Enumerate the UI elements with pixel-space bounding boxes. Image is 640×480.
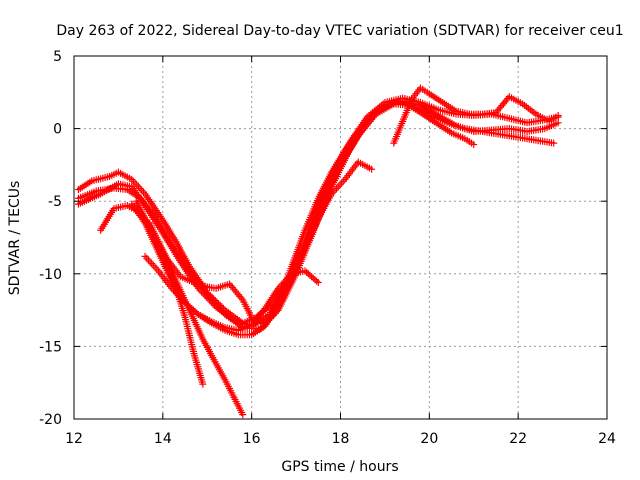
y-axis-label: SDTVAR / TECUs <box>7 181 23 296</box>
x-tick-label: 16 <box>243 431 261 447</box>
data-point <box>202 293 210 301</box>
data-point <box>550 139 558 147</box>
y-tick-label: -20 <box>39 412 62 428</box>
data-points <box>74 84 562 419</box>
x-axis-label: GPS time / hours <box>281 459 398 475</box>
series-arc-8 <box>146 219 247 419</box>
data-point <box>201 291 209 299</box>
data-point <box>554 119 562 127</box>
x-tick-label: 18 <box>332 431 350 447</box>
data-point <box>199 380 207 388</box>
y-tick-label: 5 <box>53 49 62 65</box>
y-axis-ticks: -20 -15 -10 -5 0 5 <box>39 49 607 428</box>
data-point <box>193 309 201 317</box>
y-tick-label: -15 <box>39 339 62 355</box>
data-point <box>199 289 207 297</box>
data-point <box>207 298 215 306</box>
data-point <box>206 296 214 304</box>
data-point <box>204 295 212 303</box>
chart-title: Day 263 of 2022, Sidereal Day-to-day VTE… <box>56 23 623 39</box>
data-point <box>314 279 322 287</box>
y-tick-label: -10 <box>39 267 62 283</box>
data-point <box>470 141 478 149</box>
x-tick-label: 22 <box>509 431 527 447</box>
data-point <box>368 165 376 173</box>
data-point <box>198 288 206 296</box>
y-tick-label: 0 <box>53 122 62 138</box>
x-axis-ticks: 12 14 16 18 20 22 24 <box>65 56 616 447</box>
data-point <box>196 286 204 294</box>
data-point <box>313 277 321 285</box>
data-point <box>209 300 217 308</box>
data-point <box>239 411 247 419</box>
x-tick-label: 14 <box>154 431 172 447</box>
y-tick-label: -5 <box>48 194 62 210</box>
series-arc-9 <box>390 84 562 147</box>
x-tick-label: 24 <box>598 431 616 447</box>
x-tick-label: 12 <box>65 431 83 447</box>
data-point <box>554 112 562 120</box>
data-point <box>211 301 219 309</box>
series-arc-5 <box>141 158 376 339</box>
x-tick-label: 20 <box>420 431 438 447</box>
